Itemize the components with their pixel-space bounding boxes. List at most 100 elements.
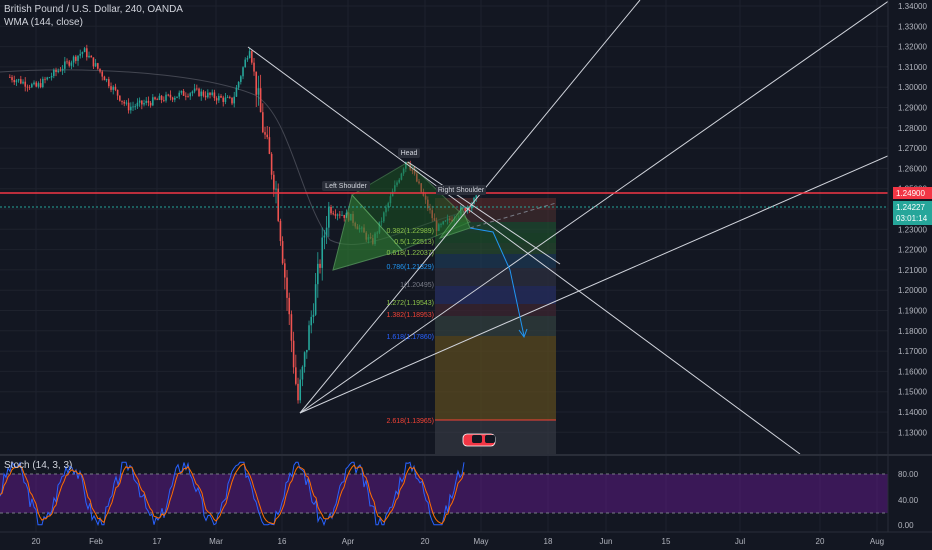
candle-body	[413, 171, 416, 174]
candle-body	[9, 77, 11, 78]
last-price-label	[893, 201, 932, 225]
candle-body	[44, 78, 46, 80]
candle-body	[237, 81, 240, 88]
stoch-band	[0, 474, 888, 513]
candle-body	[132, 106, 134, 108]
candle-body	[464, 207, 467, 211]
price-tick: 1.34000	[898, 2, 927, 11]
candle-body	[81, 52, 84, 54]
candle-body	[28, 86, 31, 88]
time-tick: Mar	[209, 537, 223, 546]
wma-legend[interactable]: WMA (144, close)	[4, 17, 83, 28]
candle-body	[191, 91, 194, 94]
candle-body	[86, 48, 88, 58]
fib-band	[435, 420, 556, 454]
candle-body	[88, 55, 90, 58]
candle-body	[224, 97, 227, 102]
fib-band	[435, 268, 556, 286]
time-axis[interactable]: 20 Feb 17 Mar 16 Apr 20 May 18 Jun 15 Jul 20 Aug	[0, 531, 932, 546]
time-tick: Jul	[735, 537, 745, 546]
pattern-drawing	[332, 161, 471, 271]
candle-body	[416, 173, 418, 182]
pattern-labels: Head Left Shoulder Right Shoulder	[322, 148, 486, 195]
fib-labels: 0.382(1.22989) 0.5(1.22513) 0.618(1.2203…	[387, 228, 434, 425]
stoch-tick: 40.00	[898, 496, 919, 505]
time-tick: 20	[32, 537, 41, 546]
candle-body	[301, 366, 304, 380]
candle-body	[145, 100, 148, 103]
candle-body	[202, 91, 205, 96]
candle-body	[156, 99, 159, 101]
trend-line	[247, 46, 801, 455]
candle-body	[180, 90, 183, 93]
fib-label: 1.618(1.17860)	[387, 334, 434, 341]
pattern-triangle-left	[332, 193, 403, 271]
time-tick: 17	[153, 537, 162, 546]
candle-body	[233, 96, 236, 104]
candle-body	[99, 68, 101, 72]
candle-body	[79, 53, 82, 56]
candle-body	[90, 55, 93, 58]
symbol-title[interactable]: British Pound / U.S. Dollar, 240, OANDA	[4, 4, 183, 15]
label-right-shoulder: Right Shoulder	[438, 187, 485, 194]
candle-body	[209, 92, 211, 95]
candle-body	[462, 207, 464, 209]
candle-body	[103, 76, 106, 81]
candle-body	[130, 106, 132, 111]
candle-body	[112, 86, 115, 90]
fib-label: 1.272(1.19543)	[387, 300, 434, 307]
candle-body	[196, 88, 198, 90]
candle-body	[259, 88, 262, 113]
price-tick: 1.32000	[898, 43, 927, 52]
candle-body	[215, 98, 218, 101]
candle-body	[70, 62, 73, 66]
candle-body	[325, 227, 328, 236]
candle-body	[380, 221, 383, 223]
candle-body	[336, 214, 339, 216]
candle-body	[163, 99, 165, 101]
candle-body	[405, 162, 407, 169]
candle-body	[101, 71, 104, 77]
candle-body	[341, 214, 343, 216]
candle-body	[299, 379, 302, 401]
candle-body	[435, 220, 438, 231]
candle-body	[169, 94, 172, 98]
price-axis[interactable]: 1.34000 1.33000 1.32000 1.31000 1.30000 1.290…	[887, 0, 932, 454]
candle-body	[400, 173, 403, 180]
candle-body	[119, 95, 121, 101]
candle-body	[433, 218, 436, 221]
fib-label: 0.382(1.22989)	[387, 228, 434, 235]
candle-body	[418, 181, 420, 184]
candle-body	[281, 241, 284, 264]
candle-body	[389, 196, 392, 204]
candle-body	[424, 195, 427, 200]
projection-dashed	[469, 202, 557, 229]
candle-body	[15, 80, 18, 83]
candle-body	[97, 63, 99, 69]
event-markers[interactable]	[462, 433, 496, 447]
candle-body	[182, 90, 185, 96]
candle-body	[83, 48, 86, 53]
candle-body	[442, 221, 445, 225]
candle-body	[248, 51, 251, 59]
stoch-tick: 80.00	[898, 470, 919, 479]
candle-body	[55, 69, 57, 72]
candle-body	[123, 101, 126, 104]
candle-body	[152, 97, 154, 106]
price-tick: 1.20000	[898, 286, 927, 295]
trend-line	[299, 154, 891, 414]
candle-body	[110, 86, 112, 90]
candle-body	[59, 70, 62, 72]
candle-body	[264, 132, 266, 135]
stoch-legend[interactable]: Stoch (14, 3, 3)	[4, 460, 73, 471]
candle-body	[207, 92, 209, 98]
candle-body	[108, 79, 110, 87]
candle-body	[193, 88, 196, 92]
candle-body	[427, 199, 429, 209]
fib-label: 0.5(1.22513)	[394, 239, 434, 246]
candle-body	[429, 208, 431, 211]
candle-body	[303, 352, 306, 367]
stoch-d-line	[0, 463, 465, 525]
candle-body	[160, 95, 163, 100]
